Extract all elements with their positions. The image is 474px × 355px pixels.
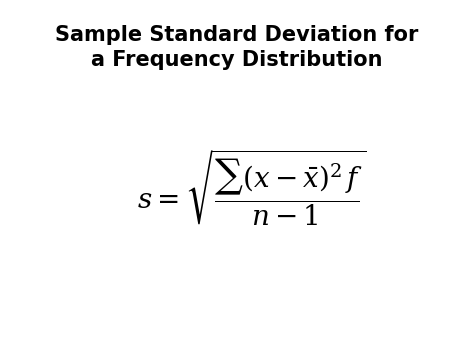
Text: Sample Standard Deviation for
a Frequency Distribution: Sample Standard Deviation for a Frequenc… — [55, 25, 419, 70]
Text: $s = \sqrt{\dfrac{\sum(x-\bar{x})^{2}\,f}{n-1}}$: $s = \sqrt{\dfrac{\sum(x-\bar{x})^{2}\,f… — [137, 148, 366, 228]
